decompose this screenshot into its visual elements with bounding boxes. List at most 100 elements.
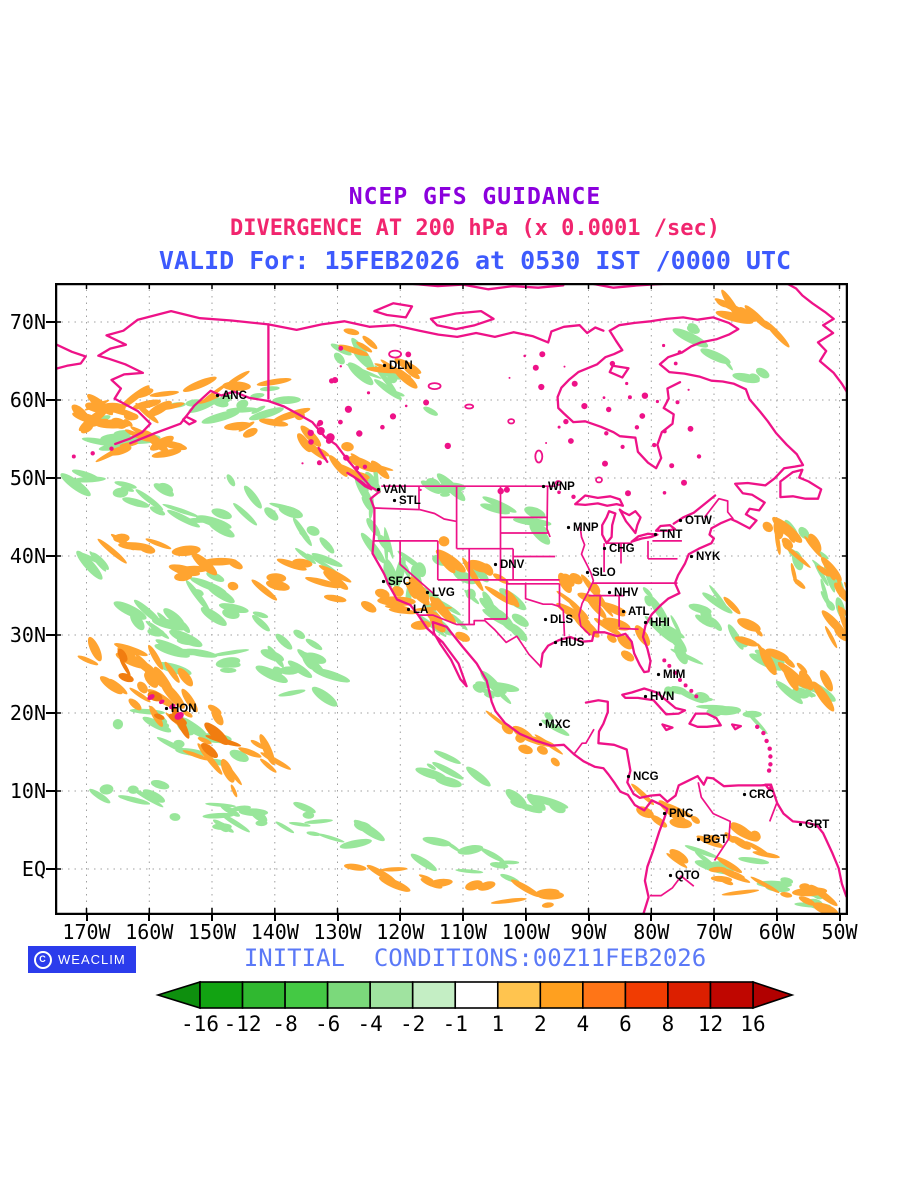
positive-divergence-blob <box>197 743 223 775</box>
positive-divergence-blob <box>812 902 839 915</box>
negative-divergence-blob <box>299 531 310 539</box>
negative-divergence-blob <box>222 608 240 620</box>
negative-divergence-blob <box>252 611 269 619</box>
negative-divergence-blob <box>671 686 704 704</box>
positive-divergence-blob <box>658 800 688 826</box>
island-dot <box>90 451 95 456</box>
positive-divergence-blob <box>238 747 262 758</box>
positive-divergence-blob <box>378 876 411 892</box>
negative-divergence-blob <box>226 474 236 487</box>
negative-divergence-blob <box>688 603 712 614</box>
station-marker-dot <box>493 562 498 567</box>
negative-divergence-blob <box>644 615 674 644</box>
positive-divergence-blob <box>620 650 635 662</box>
negative-divergence-blob <box>210 649 250 657</box>
station-marker-dot <box>621 609 626 614</box>
negative-divergence-blob <box>243 485 262 509</box>
coastline <box>630 532 659 543</box>
lake-speckle <box>696 454 702 459</box>
negative-divergence-blob <box>826 600 836 611</box>
colorbar-left-arrow <box>155 980 201 1010</box>
positive-divergence-blob <box>782 543 811 568</box>
lake-speckle <box>404 404 408 408</box>
station-marker-dot <box>643 694 648 699</box>
positive-divergence-blob <box>117 648 128 662</box>
coastline <box>608 364 630 379</box>
positive-divergence-blob <box>146 400 172 418</box>
station-label: HVN <box>650 691 674 703</box>
negative-divergence-blob <box>71 469 100 481</box>
lake-speckle <box>308 439 314 445</box>
lon-axis-label: 60W <box>758 920 795 944</box>
positive-divergence-blob <box>804 536 822 558</box>
lake-speckle <box>625 381 629 386</box>
lake-speckle <box>503 486 510 493</box>
positive-divergence-blob <box>798 670 814 691</box>
colorbar-level-label: -4 <box>357 1012 383 1036</box>
station-label: MXC <box>545 719 571 731</box>
negative-divergence-blob <box>150 780 170 790</box>
lake-speckle <box>669 463 675 469</box>
lat-axis-label: 20N <box>9 701 46 725</box>
lon-axis-label: 80W <box>633 920 670 944</box>
coastline <box>779 468 823 500</box>
negative-divergence-blob <box>738 856 770 865</box>
positive-divergence-blob <box>181 688 198 713</box>
lake-speckle <box>419 488 422 492</box>
lake-speckle <box>568 438 574 444</box>
lake-speckle <box>687 388 690 391</box>
station-label: DNV <box>500 559 525 571</box>
negative-divergence-blob <box>482 496 517 513</box>
negative-divergence-blob <box>89 788 111 804</box>
negative-divergence-blob <box>512 517 552 527</box>
hawaii-island <box>147 694 155 701</box>
negative-divergence-blob <box>145 620 170 639</box>
positive-divergence-blob <box>394 358 422 374</box>
negative-divergence-blob <box>255 665 288 684</box>
lake-speckle <box>345 456 350 461</box>
political-border <box>399 540 435 595</box>
negative-divergence-blob <box>129 786 164 808</box>
positive-divergence-blob <box>145 538 172 550</box>
positive-divergence-blob <box>666 852 688 869</box>
lat-axis-tick <box>46 399 55 401</box>
negative-divergence-blob <box>169 813 181 821</box>
positive-divergence-blob <box>362 335 378 350</box>
positive-divergence-blob <box>211 708 224 726</box>
colorbar-cell <box>496 981 542 1009</box>
positive-divergence-blob <box>840 606 848 628</box>
positive-divergence-blob <box>200 742 219 759</box>
positive-divergence-blob <box>408 587 417 599</box>
positive-divergence-blob <box>696 835 724 848</box>
positive-divergence-blob <box>772 516 803 543</box>
negative-divergence-blob <box>410 853 437 872</box>
negative-divergence-blob <box>684 845 718 859</box>
lon-axis-tick <box>524 915 527 921</box>
negative-divergence-blob <box>306 831 321 837</box>
positive-divergence-blob <box>164 661 180 683</box>
positive-divergence-blob <box>300 425 322 447</box>
island-dot <box>71 454 76 459</box>
negative-divergence-blob <box>440 492 450 497</box>
negative-divergence-blob <box>60 473 91 497</box>
coastline <box>661 723 674 732</box>
station-marker-dot <box>689 554 694 559</box>
lon-axis-label: 160W <box>125 920 174 944</box>
lake-speckle <box>602 396 606 399</box>
lake-speckle <box>366 391 371 395</box>
negative-divergence-blob <box>384 558 400 590</box>
lake-speckle <box>301 462 304 465</box>
positive-divergence-blob <box>95 444 129 463</box>
negative-divergence-blob <box>206 571 225 582</box>
coastline <box>574 494 625 507</box>
coastline <box>601 510 617 545</box>
negative-divergence-blob <box>278 505 303 519</box>
political-border <box>419 508 457 523</box>
positive-divergence-blob <box>109 678 128 695</box>
lake-speckle <box>609 360 616 367</box>
positive-divergence-blob <box>135 402 159 424</box>
negative-divergence-blob <box>480 848 505 863</box>
station-marker-dot <box>656 672 661 677</box>
positive-divergence-blob <box>323 594 347 603</box>
